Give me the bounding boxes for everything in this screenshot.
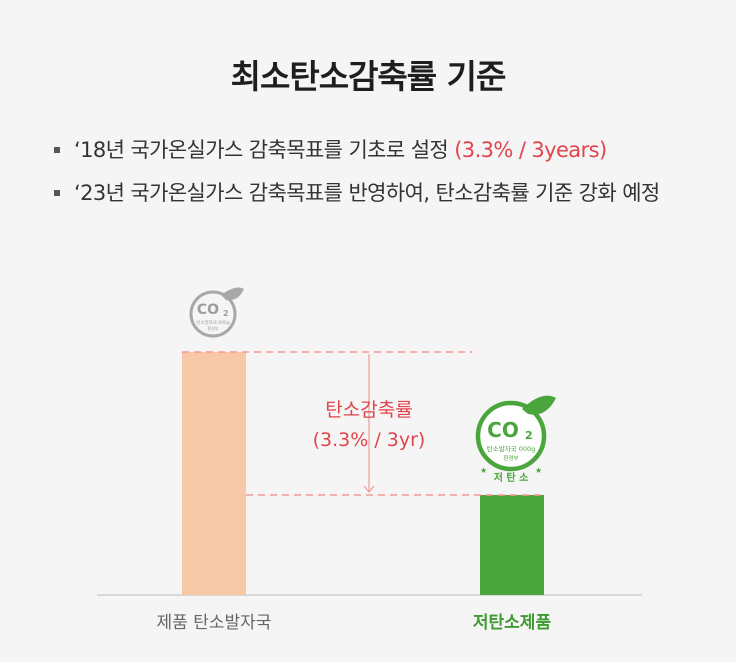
carbon-footprint-logo-gray: CO 2 탄소발자국 000g 환경부 xyxy=(189,287,244,338)
bullet-list: ‘18년 국가온실가스 감축목표를 기초로 설정 (3.3% / 3years)… xyxy=(52,134,692,220)
annotation-label: 탄소감축률 xyxy=(325,399,412,421)
svg-text:2: 2 xyxy=(525,429,533,442)
leaf-icon xyxy=(522,395,556,415)
star-icon: ★ xyxy=(535,466,542,475)
svg-text:CO: CO xyxy=(197,302,219,318)
bullet-square-icon xyxy=(54,190,60,196)
bullet-square-icon xyxy=(54,147,60,153)
category-label-product: 제품 탄소발자국 xyxy=(157,613,272,633)
svg-text:2: 2 xyxy=(223,309,229,318)
leaf-icon xyxy=(221,287,244,301)
svg-text:CO: CO xyxy=(487,418,519,442)
bar-product-footprint xyxy=(182,352,246,595)
page-title: 최소탄소감축률 기준 xyxy=(230,57,507,96)
bar-low-carbon-product xyxy=(480,495,544,595)
bullet-text: ‘18년 국가온실가스 감축목표를 기초로 설정 xyxy=(74,138,455,162)
svg-text:탄소발자국 000g: 탄소발자국 000g xyxy=(196,319,230,326)
bullet-item-2: ‘23년 국가온실가스 감축목표를 반영하여, 탄소감축률 기준 강화 예정 xyxy=(52,177,692,210)
bullet-highlight: (3.3% / 3years) xyxy=(454,138,607,162)
svg-text:저 탄 소: 저 탄 소 xyxy=(494,471,529,484)
svg-text:환경부: 환경부 xyxy=(503,454,518,462)
svg-text:환경부: 환경부 xyxy=(207,325,218,331)
bullet-item-1: ‘18년 국가온실가스 감축목표를 기초로 설정 (3.3% / 3years) xyxy=(52,134,692,167)
low-carbon-logo-green: CO 2 탄소발자국 000g 환경부 ★ ★ 저 탄 소 xyxy=(475,395,556,484)
star-icon: ★ xyxy=(480,466,487,475)
category-label-low-carbon: 저탄소제품 xyxy=(473,613,552,633)
bullet-text: ‘23년 국가온실가스 감축목표를 반영하여, 탄소감축률 기준 강화 예정 xyxy=(74,181,660,205)
reduction-arrow-head xyxy=(363,485,375,493)
annotation-value: (3.3% / 3yr) xyxy=(313,429,426,451)
svg-text:탄소발자국 000g: 탄소발자국 000g xyxy=(487,444,536,453)
